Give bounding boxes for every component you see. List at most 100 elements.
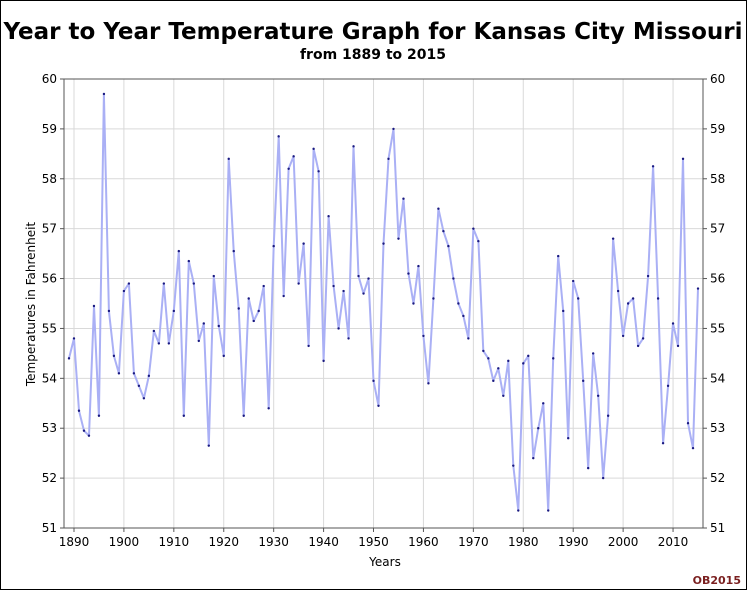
data-point [462, 314, 465, 318]
data-point [337, 327, 340, 330]
data-point [447, 244, 450, 248]
data-point [152, 329, 156, 333]
y-tick-label: 54 [42, 371, 57, 385]
data-point [232, 249, 235, 253]
data-point [427, 382, 430, 385]
data-point [357, 274, 360, 278]
data-point [177, 249, 181, 253]
data-point [77, 409, 81, 412]
data-point [512, 464, 515, 467]
data-point [197, 339, 200, 343]
y-tick-label: 55 [42, 321, 57, 335]
y-tick-labels-left: 51 52 53 54 55 56 57 58 59 60 [42, 72, 57, 535]
data-point [322, 359, 325, 363]
data-point [227, 157, 230, 161]
data-point [352, 145, 355, 148]
chart-title: Year to Year Temperature Graph for Kansa… [3, 19, 743, 45]
y-tick-label-right: 59 [710, 122, 725, 136]
data-point [167, 342, 171, 345]
data-point [562, 309, 565, 313]
data-point [482, 349, 485, 353]
data-point [242, 414, 245, 417]
data-point [472, 227, 475, 230]
plot-background [64, 79, 703, 528]
data-point [332, 284, 335, 288]
data-point [362, 292, 365, 295]
data-point [97, 414, 101, 417]
data-point [157, 342, 161, 345]
data-point [497, 367, 500, 370]
data-point [651, 165, 655, 168]
x-tick-labels: 1890 1900 1910 1920 1930 1940 1950 1960 1970 1980… [59, 535, 689, 549]
y-tick-label-right: 56 [710, 272, 725, 286]
data-point [547, 509, 550, 512]
x-tick-label: 2000 [608, 535, 639, 549]
data-point [142, 397, 146, 400]
data-point [611, 237, 615, 240]
data-point [132, 372, 136, 375]
y-tick-label-right: 53 [710, 421, 725, 435]
data-point [262, 284, 265, 288]
data-point [342, 289, 345, 293]
chart-subtitle: from 1889 to 2015 [300, 47, 446, 63]
data-point [542, 402, 545, 405]
data-point [272, 244, 275, 248]
data-point [327, 214, 330, 218]
data-point [287, 167, 290, 170]
data-point [532, 456, 535, 460]
x-tick-label: 2010 [658, 535, 689, 549]
data-point [601, 476, 605, 480]
data-point [686, 422, 690, 425]
data-point [67, 357, 71, 360]
data-point [302, 242, 305, 245]
y-tick-label-right: 55 [710, 321, 725, 335]
data-point [192, 282, 195, 285]
x-tick-label: 1980 [508, 535, 539, 549]
data-point [347, 337, 350, 340]
data-point [102, 92, 106, 96]
x-tick-label: 1950 [358, 535, 389, 549]
data-point [596, 394, 600, 397]
y-tick-label-right: 60 [710, 72, 725, 86]
data-point [112, 354, 116, 358]
y-tick-label: 51 [42, 521, 57, 535]
data-point [502, 394, 505, 397]
axes [60, 78, 707, 532]
data-point [247, 297, 250, 300]
data-point [72, 337, 76, 340]
data-point [442, 229, 445, 233]
data-point [641, 337, 645, 340]
y-tick-label: 59 [42, 122, 57, 136]
data-point [552, 357, 555, 360]
data-point [586, 466, 590, 470]
data-point [147, 374, 151, 378]
y-tick-label: 58 [42, 172, 57, 186]
data-point [606, 414, 610, 417]
data-point [387, 157, 390, 161]
data-point [626, 302, 630, 305]
data-point [477, 239, 480, 243]
x-tick-label: 1910 [159, 535, 190, 549]
data-point [407, 272, 410, 275]
x-tick-label: 1940 [308, 535, 339, 549]
data-point [557, 254, 560, 258]
data-point [307, 344, 310, 348]
plot-area [64, 79, 703, 528]
data-point [122, 289, 126, 293]
data-point [696, 287, 700, 290]
data-point [527, 354, 530, 358]
data-point [671, 322, 675, 325]
data-point [621, 334, 625, 338]
data-point [87, 434, 91, 437]
data-point [537, 427, 540, 430]
y-tick-label-right: 52 [710, 471, 725, 485]
data-point [202, 322, 205, 325]
data-point [572, 279, 575, 283]
data-point [457, 302, 460, 305]
data-point [137, 384, 141, 388]
data-point [92, 304, 96, 308]
data-point [631, 297, 635, 300]
y-tick-label-right: 57 [710, 222, 725, 236]
data-point [182, 414, 186, 417]
x-tick-label: 1930 [258, 535, 289, 549]
